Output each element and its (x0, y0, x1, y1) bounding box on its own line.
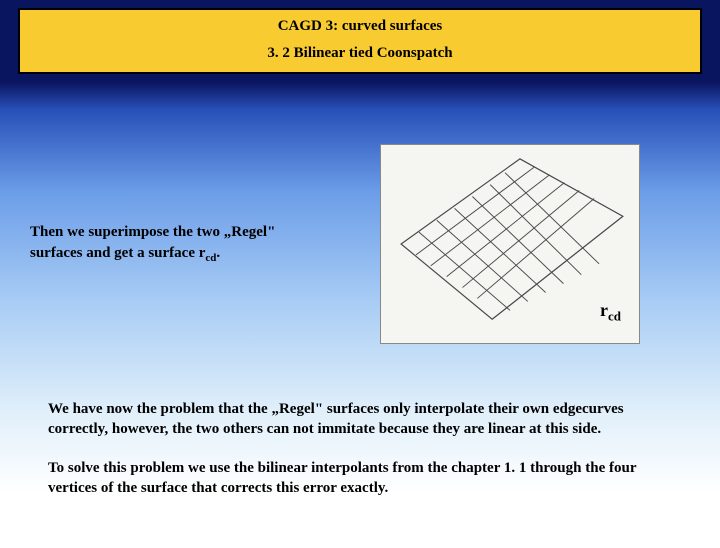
intro-sub: cd (205, 252, 216, 264)
figure-label-sub: cd (608, 309, 621, 324)
header-title: CAGD 3: curved surfaces (20, 18, 700, 35)
body-text: We have now the problem that the „Regel"… (0, 399, 720, 498)
intro-text: Then we superimpose the two „Regel" surf… (30, 222, 360, 265)
figure-label: rcd (600, 300, 621, 325)
paragraph-1: We have now the problem that the „Regel"… (48, 399, 672, 440)
content-row: Then we superimpose the two „Regel" surf… (0, 144, 720, 344)
paragraph-2: To solve this problem we use the bilinea… (48, 458, 672, 499)
surface-figure: rcd (380, 144, 640, 344)
header-subtitle: 3. 2 Bilinear tied Coonspatch (20, 45, 700, 62)
slide-header: CAGD 3: curved surfaces 3. 2 Bilinear ti… (18, 8, 702, 74)
intro-line2a: surfaces and get a surface r (30, 245, 205, 261)
intro-line1: Then we superimpose the two „Regel" (30, 224, 275, 240)
intro-line2b: . (216, 245, 220, 261)
figure-label-main: r (600, 300, 608, 320)
